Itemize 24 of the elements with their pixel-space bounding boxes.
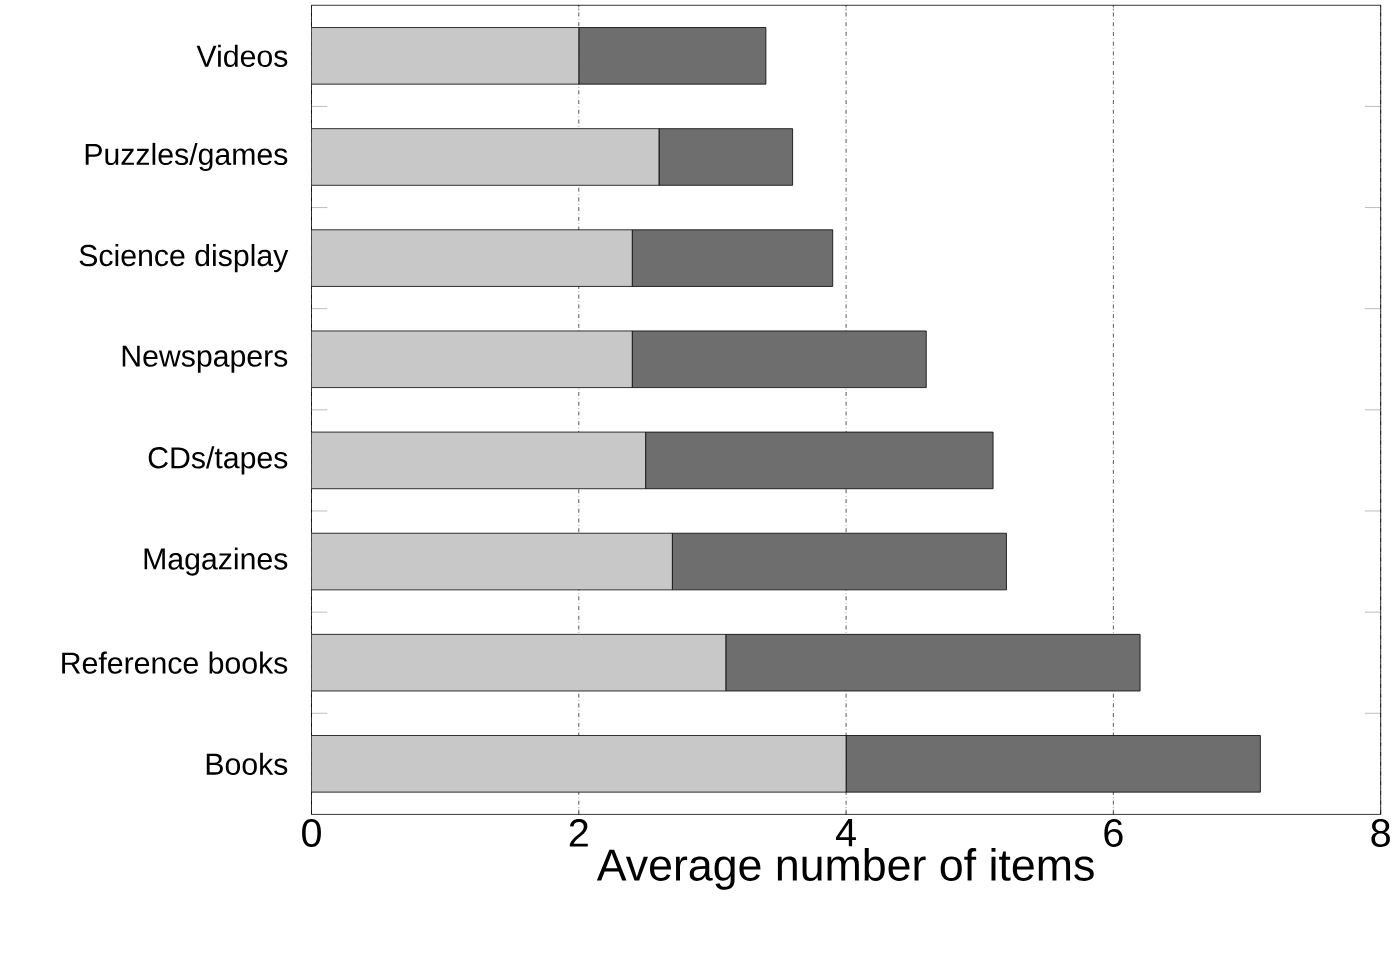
y-tick-label: Books bbox=[206, 752, 288, 776]
bar bbox=[311, 533, 673, 591]
x-tick-label: 8 bbox=[1371, 819, 1390, 848]
x-tick-label: 4 bbox=[836, 819, 856, 847]
bar bbox=[311, 27, 580, 85]
x-axis-title: Average number of items bbox=[596, 848, 1094, 890]
bar bbox=[311, 229, 633, 288]
bar bbox=[631, 229, 834, 288]
x-tick-label: 2 bbox=[569, 819, 588, 847]
bar bbox=[311, 431, 647, 490]
bar bbox=[311, 128, 660, 186]
y-tick-label: Reference books bbox=[62, 651, 288, 674]
x-tick-label: 0 bbox=[302, 819, 321, 848]
y-tick-label: Science display bbox=[79, 244, 289, 273]
bar bbox=[311, 634, 727, 692]
y-tick-label: Videos bbox=[196, 44, 288, 68]
bar bbox=[658, 128, 794, 186]
y-tick-label: Puzzles/games bbox=[85, 143, 288, 172]
x-tick-label: 6 bbox=[1104, 819, 1123, 848]
bar bbox=[311, 735, 847, 793]
y-tick-label: CDs/tapes bbox=[148, 446, 288, 475]
y-tick-label: Magazines bbox=[144, 547, 288, 576]
y-tick-label: Newspapers bbox=[122, 345, 288, 373]
bar bbox=[311, 330, 633, 389]
